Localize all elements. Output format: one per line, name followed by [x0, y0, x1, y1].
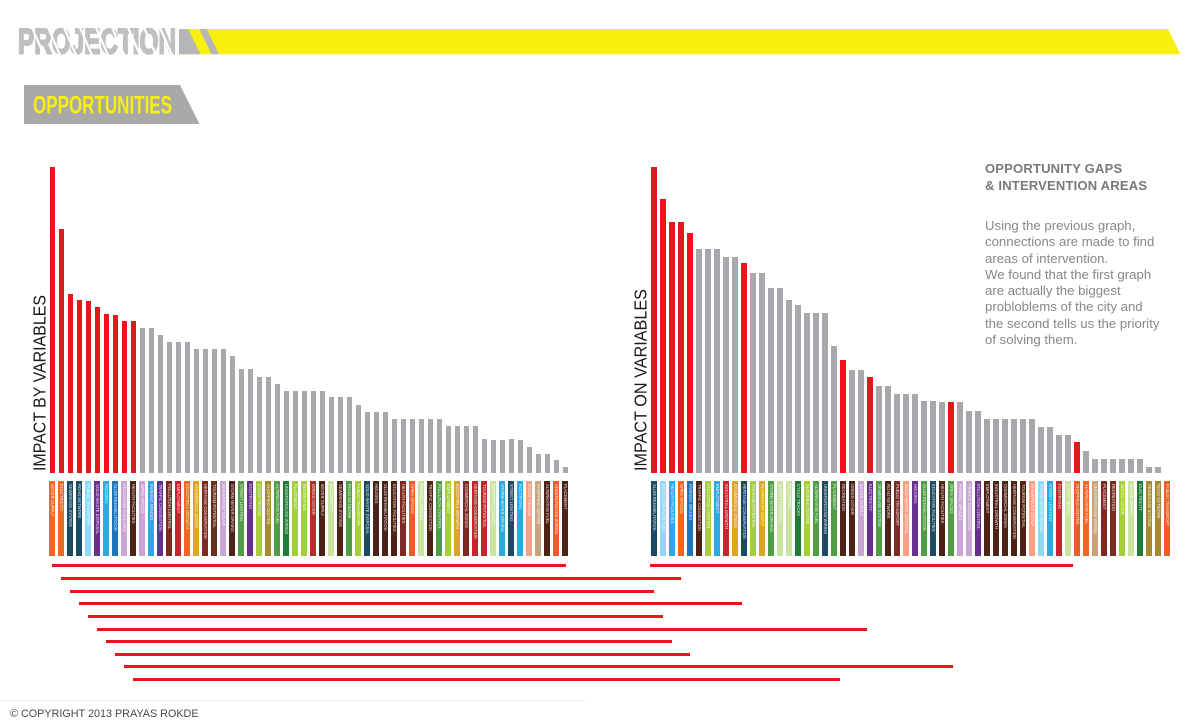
svg-text:IMPACT ON VARIABLES: IMPACT ON VARIABLES [631, 289, 651, 471]
svg-text:OPPORTUNITIES: OPPORTUNITIES [33, 92, 172, 120]
svg-text:IMPACT BY VARIABLES: IMPACT BY VARIABLES [30, 295, 50, 471]
